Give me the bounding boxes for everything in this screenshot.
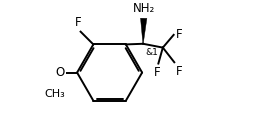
Text: &1: &1 [146, 48, 159, 57]
Text: F: F [176, 28, 182, 41]
Text: O: O [56, 66, 65, 79]
Text: NH₂: NH₂ [133, 2, 155, 15]
Text: F: F [74, 16, 81, 29]
Text: CH₃: CH₃ [44, 89, 65, 99]
Polygon shape [140, 18, 147, 44]
Text: F: F [154, 66, 160, 79]
Text: F: F [176, 65, 183, 78]
